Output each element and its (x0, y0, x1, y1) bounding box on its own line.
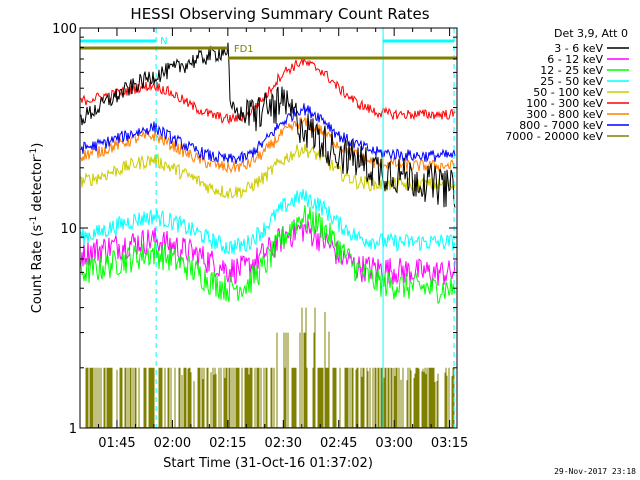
series-3-6kev (80, 42, 456, 208)
flare-flag-label: FD1 (234, 44, 254, 55)
series-line (80, 115, 456, 174)
series-6-12kev (80, 219, 456, 286)
x-tick-label: 02:00 (154, 436, 191, 451)
series-300-800kev (80, 115, 456, 174)
x-tick-label: 01:45 (98, 436, 135, 451)
chart-title: HESSI Observing Summary Count Rates (130, 5, 429, 23)
legend-entry-label: 25 - 50 keV (540, 75, 603, 88)
legend-entry-label: 7000 - 20000 keV (505, 130, 603, 143)
series-50-100kev (80, 143, 456, 200)
series-7000-20000kev (85, 307, 455, 428)
legend-entry-label: 50 - 100 keV (533, 86, 603, 99)
y-tick-label: 1 (69, 422, 77, 437)
x-axis-label: Start Time (31-Oct-16 01:37:02) (163, 456, 373, 471)
series-line (80, 205, 456, 304)
series-line (80, 219, 456, 286)
y-axis: 1 10 100 (52, 22, 457, 437)
series-line (80, 103, 456, 165)
legend-header: Det 3,9, Att 0 (554, 27, 628, 40)
legend-entry-label: 800 - 7000 keV (519, 119, 603, 132)
x-tick-label: 03:15 (431, 436, 468, 451)
timestamp: 29-Nov-2017 23:18 (554, 467, 636, 476)
y-tick-label: 10 (60, 222, 77, 237)
night-label: N (160, 36, 167, 47)
series-line (80, 42, 456, 208)
y-tick-label: 100 (52, 22, 77, 37)
series-25-50kev (80, 188, 456, 255)
legend-entry-label: 300 - 800 keV (526, 108, 603, 121)
series-800-7000kev (80, 103, 456, 165)
y-axis-label: Count Rate (s-1 detector-1) (29, 143, 45, 314)
x-tick-label: 03:00 (375, 436, 412, 451)
x-tick-label: 02:15 (209, 436, 246, 451)
x-axis: 01:45 02:00 02:15 02:30 02:45 03:00 03:15 (79, 28, 468, 451)
x-tick-label: 02:30 (265, 436, 302, 451)
legend-entry-label: 6 - 12 keV (547, 53, 603, 66)
legend-entry-label: 3 - 6 keV (554, 42, 603, 55)
series-12-25kev (80, 205, 456, 304)
legend-entry-label: 100 - 300 keV (526, 97, 603, 110)
series-layer (80, 42, 456, 428)
series-line (80, 188, 456, 255)
x-tick-label: 02:45 (320, 436, 357, 451)
legend-entry-label: 12 - 25 keV (540, 64, 603, 77)
series-line (80, 143, 456, 200)
